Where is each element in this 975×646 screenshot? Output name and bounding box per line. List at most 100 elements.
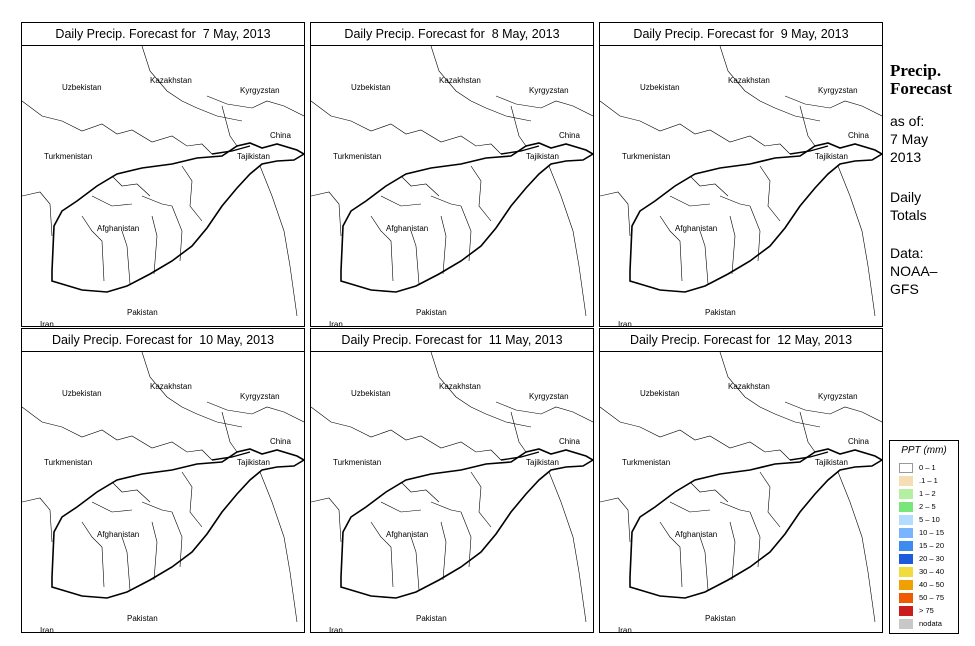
country-label-turkmenistan: Turkmenistan: [622, 458, 671, 467]
panel-map: Uzbekistan Kazakhstan Kyrgyzstan China Tajik…: [600, 46, 882, 326]
country-label-iran: Iran: [40, 320, 54, 327]
legend-swatch: [899, 463, 913, 473]
country-label-afghanistan: Afghanistan: [675, 224, 718, 233]
country-label-turkmenistan: Turkmenistan: [622, 152, 671, 161]
country-label-kyrgyzstan: Kyrgyzstan: [240, 392, 280, 401]
panel-title: Daily Precip. Forecast for 8 May, 2013: [311, 23, 593, 46]
forecast-panel: Daily Precip. Forecast for 11 May, 2013 …: [310, 328, 594, 633]
panel-map: Uzbekistan Kazakhstan Kyrgyzstan China Tajik…: [311, 46, 593, 326]
legend-swatch: [899, 580, 913, 590]
country-label-china: China: [559, 437, 580, 446]
country-label-china: China: [559, 131, 580, 140]
as-of-date-line2: 2013: [890, 149, 922, 165]
country-label-china: China: [270, 131, 291, 140]
country-label-iran: Iran: [618, 320, 632, 327]
panel-map: Uzbekistan Kazakhstan Kyrgyzstan China Tajik…: [600, 352, 882, 632]
legend-label: 5 – 10: [919, 515, 940, 524]
afghanistan-border: [51, 142, 304, 293]
sidebar-totals: Daily Totals: [890, 188, 927, 224]
afghanistan-border: [340, 142, 593, 293]
country-label-tajikistan: Tajikistan: [815, 458, 848, 467]
panel-title: Daily Precip. Forecast for 11 May, 2013: [311, 329, 593, 352]
as-of-label: as of:: [890, 113, 925, 129]
country-label-kazakhstan: Kazakhstan: [150, 382, 192, 391]
country-label-tajikistan: Tajikistan: [237, 152, 270, 161]
panel-title: Daily Precip. Forecast for 12 May, 2013: [600, 329, 882, 352]
afghanistan-border: [629, 142, 882, 293]
map-boundaries: [311, 46, 593, 317]
country-label-turkmenistan: Turkmenistan: [333, 458, 382, 467]
afghanistan-border: [629, 448, 882, 599]
legend-swatch: [899, 554, 913, 564]
country-label-iran: Iran: [329, 320, 343, 327]
forecast-panel: Daily Precip. Forecast for 7 May, 2013 U…: [21, 22, 305, 327]
legend-swatch: [899, 593, 913, 603]
legend-swatch: [899, 541, 913, 551]
legend-title: PPT (mm): [901, 445, 947, 456]
country-label-pakistan: Pakistan: [127, 614, 158, 623]
map-boundaries: [311, 352, 593, 623]
country-label-uzbekistan: Uzbekistan: [351, 389, 391, 398]
country-label-kyrgyzstan: Kyrgyzstan: [818, 86, 858, 95]
totals-line1: Daily: [890, 189, 922, 205]
country-label-kyrgyzstan: Kyrgyzstan: [529, 86, 569, 95]
as-of-date-line1: 7 May: [890, 131, 929, 147]
country-label-pakistan: Pakistan: [416, 614, 447, 623]
legend-label: 10 – 15: [919, 528, 945, 537]
legend-swatch: [899, 502, 913, 512]
country-label-kyrgyzstan: Kyrgyzstan: [529, 392, 569, 401]
country-label-kazakhstan: Kazakhstan: [150, 76, 192, 85]
country-label-afghanistan: Afghanistan: [386, 224, 429, 233]
afghanistan-border: [340, 448, 593, 599]
country-label-china: China: [270, 437, 291, 446]
legend-label: 30 – 40: [919, 567, 945, 576]
country-label-kazakhstan: Kazakhstan: [439, 382, 481, 391]
data-line3: GFS: [890, 281, 919, 297]
country-label-uzbekistan: Uzbekistan: [640, 389, 680, 398]
country-label-kazakhstan: Kazakhstan: [728, 76, 770, 85]
country-label-pakistan: Pakistan: [705, 308, 736, 317]
country-label-afghanistan: Afghanistan: [97, 530, 140, 539]
sidebar-as-of: as of: 7 May 2013: [890, 112, 928, 166]
country-label-china: China: [848, 131, 869, 140]
forecast-panel: Daily Precip. Forecast for 10 May, 2013 …: [21, 328, 305, 633]
legend-label: .1 – 1: [919, 476, 938, 485]
country-label-turkmenistan: Turkmenistan: [333, 152, 382, 161]
country-label-uzbekistan: Uzbekistan: [62, 389, 102, 398]
country-label-kazakhstan: Kazakhstan: [439, 76, 481, 85]
afghanistan-border: [51, 448, 304, 599]
legend-label: 15 – 20: [919, 541, 945, 550]
ppt-legend: PPT (mm) 0 – 1 .1 – 1 1 – 2 2 – 5 5 – 10 10 –…: [889, 440, 959, 634]
legend-swatch: [899, 528, 913, 538]
map-boundaries: [22, 46, 304, 317]
country-label-kyrgyzstan: Kyrgyzstan: [240, 86, 280, 95]
sidebar-heading-line1: Precip.: [890, 61, 942, 80]
legend-label: 1 – 2: [919, 489, 936, 498]
forecast-panel: Daily Precip. Forecast for 12 May, 2013 …: [599, 328, 883, 633]
map-boundaries: [22, 352, 304, 623]
country-label-tajikistan: Tajikistan: [526, 152, 559, 161]
country-label-iran: Iran: [329, 626, 343, 633]
country-label-turkmenistan: Turkmenistan: [44, 152, 93, 161]
panel-map: Uzbekistan Kazakhstan Kyrgyzstan China Tajik…: [22, 46, 304, 326]
data-line2: NOAA–: [890, 263, 938, 279]
panel-title: Daily Precip. Forecast for 7 May, 2013: [22, 23, 304, 46]
country-label-iran: Iran: [618, 626, 632, 633]
country-label-uzbekistan: Uzbekistan: [640, 83, 680, 92]
country-label-afghanistan: Afghanistan: [386, 530, 429, 539]
forecast-panel: Daily Precip. Forecast for 9 May, 2013 U…: [599, 22, 883, 327]
totals-line2: Totals: [890, 207, 927, 223]
country-label-turkmenistan: Turkmenistan: [44, 458, 93, 467]
sidebar-data-source: Data: NOAA– GFS: [890, 244, 937, 298]
sidebar-heading: Precip. Forecast: [890, 62, 952, 98]
country-label-tajikistan: Tajikistan: [237, 458, 270, 467]
country-label-uzbekistan: Uzbekistan: [62, 83, 102, 92]
legend-label: 20 – 30: [919, 554, 945, 563]
country-label-afghanistan: Afghanistan: [675, 530, 718, 539]
data-line1: Data:: [890, 245, 924, 261]
panel-title: Daily Precip. Forecast for 9 May, 2013: [600, 23, 882, 46]
country-label-iran: Iran: [40, 626, 54, 633]
panel-map: Uzbekistan Kazakhstan Kyrgyzstan China Tajik…: [311, 352, 593, 632]
map-boundaries: [600, 46, 882, 317]
legend-label: 0 – 1: [919, 463, 936, 472]
